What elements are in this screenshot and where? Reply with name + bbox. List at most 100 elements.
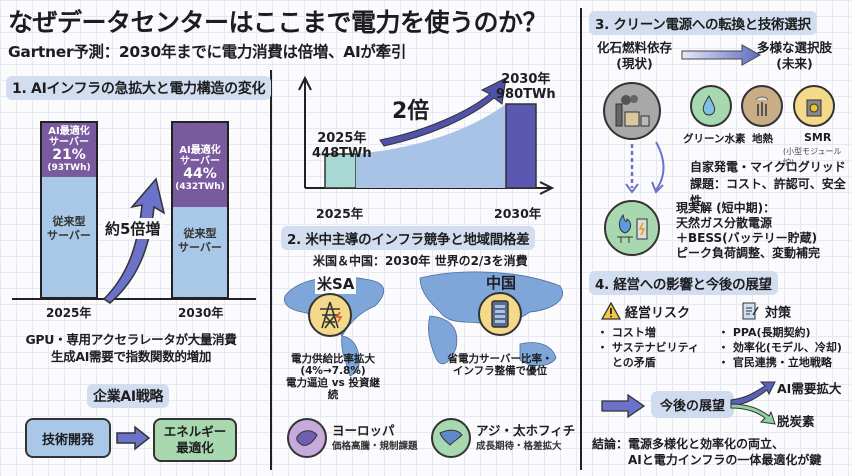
outlook-decarbonization: 脱炭素 — [777, 414, 815, 429]
conclusion-line1: 結論：電源多様化と効率化の両立、 — [592, 437, 785, 451]
growth-2030-value: 980TWh — [496, 87, 556, 102]
stacked-bar-2030: AI最適化 サーバー 44% (432TWh) 従来型 サーバー — [171, 121, 229, 299]
strategy-energy-box: エネルギー 最適化 — [153, 418, 237, 462]
growth-chart-2030-callout: 2030年 980TWh — [496, 72, 556, 102]
measure-item: ・ 官民連携・立地戦略 — [718, 356, 832, 369]
strategy-energy-label1: エネルギー — [163, 424, 227, 439]
fossil-power-plant-icon — [603, 82, 661, 140]
smr-reactor-icon — [793, 85, 835, 127]
bar-2025-ai-segment: AI最適化 サーバー 21% (93TWh) — [42, 123, 96, 177]
bar-2030-ai-pct: 44% — [183, 166, 217, 182]
apac-map-icon — [431, 418, 471, 458]
conclusion: 結論：電源多様化と効率化の両立、 AIと電力インフラの一体最適化が鍵 — [592, 436, 821, 468]
green-hydrogen-icon — [690, 85, 732, 127]
bar-2025-conv-label2: サーバー — [47, 229, 91, 242]
measure-item: ・ 効率化(モデル、冷却) — [718, 341, 842, 354]
growth-label: 約5倍増 — [103, 218, 163, 239]
risk-item: ・ サステナビリティ — [597, 341, 699, 354]
europe-label: ヨーロッパ — [332, 423, 395, 438]
fossil-label-2: (現状) — [616, 56, 653, 71]
europe-map-icon — [287, 418, 327, 458]
option-hydrogen-label: グリーン水素 — [683, 133, 746, 145]
china-label: 中国 — [486, 274, 517, 292]
realistic-solution-line4: ピーク負荷調整、変動補完 — [676, 246, 821, 260]
growth-chart — [298, 75, 555, 195]
year-label-2030: 2030年 — [178, 306, 224, 320]
apac-label: アジ・太ホフィチ — [476, 423, 576, 438]
usa-desc-line2: (4%→7.8%) — [300, 365, 366, 377]
strategy-label: 企業AI戦略 — [87, 384, 170, 408]
strategy-energy-label2: 最適化 — [176, 440, 214, 455]
measures-list: ・ PPA(長期契約) ・ 効率化(モデル、冷却) ・ 官民連携・立地戦略 — [718, 325, 842, 370]
geothermal-icon — [741, 85, 783, 127]
risk-list: ・ コスト増 ・ サステナビリティ との矛盾 — [597, 325, 699, 370]
growth-x-end: 2030年 — [494, 206, 542, 221]
warning-icon — [600, 301, 622, 324]
outlook-box: 今後の展望 — [651, 391, 735, 418]
realistic-solution-line2: 天然ガス分散電源 — [676, 216, 773, 230]
risk-item: ・ コスト増 — [597, 326, 656, 339]
growth-2030-year: 2030年 — [501, 72, 551, 87]
bar-2025-conv-label: 従来型 — [52, 215, 86, 228]
bar-2025-ai-twh: (93TWh) — [47, 163, 91, 173]
outlook-branch-arrows-icon — [730, 381, 776, 425]
measures-title: 対策 — [765, 306, 792, 321]
bar-2030-ai-segment: AI最適化 サーバー 44% (432TWh) — [173, 123, 227, 207]
page-subtitle: Gartner予測：2030年までに電力消費は倍増、AIが牽引 — [8, 43, 407, 61]
strategy-arrow-icon — [116, 425, 151, 451]
stacked-bar-2025: AI最適化 サーバー 21% (93TWh) 従来型 サーバー — [40, 121, 98, 299]
outlook-label: 今後の展望 — [660, 399, 726, 414]
microgrid-issues: 課題：コスト、許認可、安全性 — [690, 177, 846, 208]
bar-2030-ai-twh: (432TWh) — [175, 182, 225, 192]
transition-arrow-icon — [681, 44, 762, 66]
growth-x-start: 2025年 — [316, 206, 364, 221]
divider-right — [580, 8, 582, 470]
microgrid-label: 自家発電・マイクログリッド — [690, 160, 846, 174]
bar-2030-conv-label: 従来型 — [183, 227, 217, 240]
bar-2025-ai-label2: サーバー — [49, 137, 89, 148]
bar-2025-conventional-segment: 従来型 サーバー — [42, 177, 96, 297]
section1-note2: 生成AI需要で指数関数的増加 — [50, 349, 212, 364]
europe-desc: 価格高騰・規制課題 — [332, 441, 418, 452]
usa-desc: 電力供給比率拡大 (4%→7.8%) 電力逼迫 vs 投資継続 — [283, 353, 383, 401]
outlook-arrow-icon — [601, 393, 646, 419]
risk-title: 経営リスク — [625, 306, 691, 321]
china-server-icon — [478, 292, 522, 336]
china-desc: 省電力サーバー比率・ インフラ整備で優位 — [445, 353, 555, 377]
china-desc-line1: 省電力サーバー比率・ — [447, 353, 553, 365]
growth-2025-year: 2025年 — [317, 131, 367, 146]
option-geothermal-label: 地熱 — [752, 133, 773, 145]
bar-2030-conv-label2: サーバー — [178, 241, 222, 254]
section4-heading: 4. 経営への影響と今後の展望 — [589, 271, 778, 295]
divider-left — [270, 70, 272, 470]
future-label: 多様な選択肢 (未来) — [757, 40, 832, 72]
page-title: なぜデータセンターはここまで電力を使うのか？ — [8, 8, 548, 37]
section1-note1: GPU・専用アクセラレータが大量消費 — [25, 332, 237, 347]
measure-item: ・ PPA(長期契約) — [718, 326, 811, 339]
risk-item: との矛盾 — [597, 356, 656, 369]
bar-2030-conventional-segment: 従来型 サーバー — [173, 207, 227, 297]
apac-desc: 成長期待・格差拡大 — [476, 441, 562, 452]
usa-label: 米SA — [315, 273, 357, 294]
growth-chart-multiplier: 2倍 — [392, 99, 430, 124]
bar-2025-ai-label: AI最適化 — [48, 126, 90, 137]
realistic-solution-title: 現実解 (短中期)： — [676, 201, 776, 215]
bar-2030-ai-label: AI最適化 — [179, 145, 221, 156]
growth-2025-value: 448TWh — [312, 146, 372, 161]
bar-baseline — [12, 298, 256, 300]
year-label-2025: 2025年 — [46, 306, 92, 320]
bar-2025-ai-pct: 21% — [52, 147, 86, 163]
section2-heading: 2. 米中主導のインフラ競争と地域間格差 — [281, 226, 536, 250]
strategy-tech-dev-label: 技術開発 — [41, 432, 94, 448]
usa-desc-line3: 電力逼迫 vs 投資継続 — [286, 377, 380, 401]
gas-battery-icon — [604, 200, 660, 256]
clipboard-icon — [741, 301, 759, 325]
future-label-1: 多様な選択肢 — [757, 40, 833, 55]
section3-heading: 3. クリーン電源への転換と技術選択 — [589, 11, 817, 35]
fossil-label-1: 化石燃料依存 — [597, 40, 673, 55]
conclusion-line2: AIと電力インフラの一体最適化が鍵 — [628, 453, 822, 467]
outlook-ai-demand: AI需要拡大 — [777, 381, 842, 396]
fossil-down-arrows-icon — [625, 141, 665, 194]
option-smr-sublabel: (小型モジュール炉) — [783, 147, 842, 167]
growth-chart-2025-callout: 2025年 448TWh — [312, 131, 372, 161]
